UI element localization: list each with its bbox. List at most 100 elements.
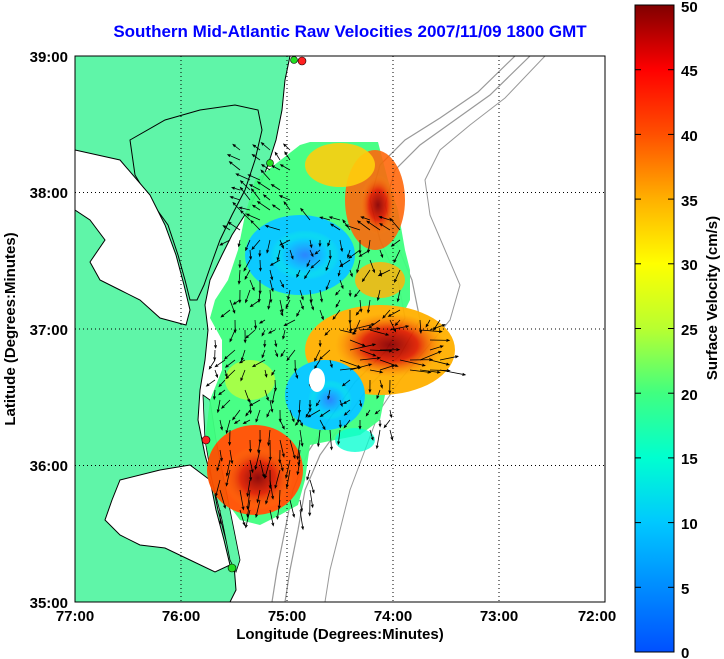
- velocity-arrow: [337, 269, 341, 277]
- velocity-arrow: [271, 369, 276, 376]
- velocity-arrow: [279, 459, 284, 472]
- velocity-arrow: [318, 239, 322, 248]
- velocity-arrow: [212, 389, 216, 401]
- station-marker: [297, 56, 307, 66]
- velocity-arrow: [276, 499, 281, 521]
- x-axis-label: Longitude (Degrees:Minutes): [236, 626, 444, 643]
- velocity-arrow: [249, 469, 253, 482]
- velocity-arrow: [305, 409, 311, 418]
- velocity-arrow: [218, 389, 226, 396]
- velocity-arrow: [261, 329, 266, 337]
- velocity-arrow: [394, 269, 401, 284]
- y-axis: 39:00 38:00 37:00 36:00 35:00 Latitude (…: [2, 49, 68, 612]
- velocity-arrow: [379, 223, 391, 231]
- y-axis-label: Latitude (Degrees:Minutes): [2, 232, 19, 425]
- velocity-arrow: [325, 279, 331, 291]
- velocity-arrow: [324, 329, 331, 336]
- velocity-arrow: [220, 309, 231, 318]
- velocity-arrow: [338, 419, 342, 429]
- velocity-arrow: [245, 409, 251, 417]
- velocity-arrow: [240, 369, 246, 382]
- velocity-arrow: [327, 239, 331, 247]
- velocity-arrow: [258, 259, 262, 272]
- velocity-arrow: [337, 429, 341, 446]
- velocity-arrow: [232, 409, 241, 421]
- velocity-arrow: [225, 469, 231, 487]
- velocity-arrow: [393, 249, 401, 264]
- velocity-arrow: [227, 221, 241, 231]
- velocity-arrow: [279, 164, 291, 171]
- velocity-arrow: [339, 239, 344, 253]
- velocity-arrow: [251, 359, 266, 368]
- velocity-arrow: [246, 479, 251, 498]
- velocity-arrow: [269, 399, 274, 413]
- velocity-arrow: [325, 259, 331, 272]
- velocity-arrow: [279, 239, 291, 246]
- velocity-arrow: [255, 499, 261, 518]
- colorbar-tick-label: 35: [681, 193, 698, 210]
- velocity-arrow: [348, 289, 352, 297]
- velocity-vectors: [205, 142, 467, 531]
- velocity-arrow: [205, 379, 216, 387]
- velocity-arrow: [382, 309, 391, 319]
- velocity-arrow: [342, 399, 351, 404]
- velocity-arrow: [256, 181, 271, 191]
- velocity-arrow: [225, 419, 231, 435]
- velocity-arrow: [243, 259, 251, 272]
- velocity-arrow: [219, 419, 223, 431]
- velocity-arrow: [299, 499, 303, 513]
- velocity-arrow: [359, 399, 363, 408]
- station-marker: [201, 435, 211, 445]
- colorbar-tick-label: 30: [681, 257, 698, 274]
- velocity-arrow: [258, 319, 266, 324]
- velocity-arrow: [329, 359, 333, 369]
- velocity-arrow: [244, 509, 251, 529]
- velocity-arrow: [219, 489, 227, 510]
- velocity-arrow: [279, 279, 285, 288]
- velocity-arrow: [419, 350, 443, 361]
- velocity-arrow: [328, 249, 332, 260]
- velocity-arrow: [335, 289, 341, 296]
- velocity-arrow: [360, 216, 371, 221]
- velocity-arrow: [269, 279, 274, 293]
- velocity-arrow: [279, 299, 284, 314]
- velocity-arrow: [228, 429, 232, 446]
- velocity-arrow: [419, 329, 443, 333]
- velocity-arrow: [252, 144, 261, 151]
- velocity-arrow: [359, 356, 382, 361]
- velocity-arrow: [309, 249, 314, 258]
- velocity-arrow: [215, 479, 221, 497]
- velocity-arrow: [264, 459, 271, 480]
- velocity-arrow: [251, 239, 261, 251]
- velocity-arrow: [399, 359, 426, 367]
- y-tick-label: 37:00: [30, 322, 68, 339]
- velocity-arrow: [218, 379, 226, 388]
- velocity-arrow: [439, 355, 460, 361]
- velocity-arrow: [289, 249, 294, 260]
- velocity-arrow: [269, 509, 275, 527]
- velocity-arrow: [237, 269, 241, 285]
- velocity-arrow: [388, 379, 392, 395]
- velocity-arrow: [329, 223, 341, 231]
- velocity-arrow: [279, 419, 285, 430]
- velocity-arrow: [349, 363, 373, 371]
- velocity-arrow: [289, 409, 295, 423]
- velocity-arrow: [232, 201, 241, 211]
- velocity-arrow: [238, 259, 242, 269]
- colorbar-tick-label: 0: [681, 645, 689, 659]
- water-chesapeake: [75, 149, 191, 326]
- velocity-arrow: [238, 206, 251, 211]
- velocity-arrow: [379, 348, 401, 352]
- water-pamlico: [104, 464, 231, 573]
- station-marker: [266, 159, 274, 167]
- velocity-arrow: [379, 364, 396, 371]
- velocity-arrow: [425, 319, 431, 328]
- velocity-arrow: [247, 174, 261, 181]
- velocity-arrow: [396, 289, 401, 303]
- velocity-arrow: [269, 479, 275, 500]
- velocity-arrow: [264, 389, 269, 402]
- velocity-arrow: [332, 309, 341, 321]
- velocity-arrow: [389, 429, 394, 441]
- velocity-arrow: [229, 449, 234, 465]
- velocity-arrow: [254, 449, 261, 471]
